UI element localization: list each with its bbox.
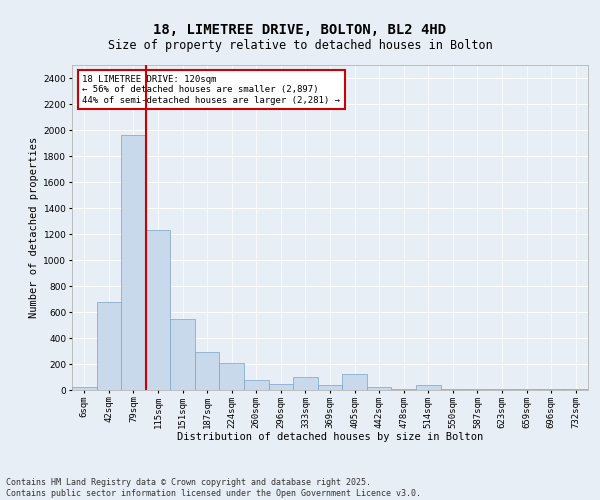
Bar xyxy=(72,388,97,390)
Bar xyxy=(293,377,318,390)
X-axis label: Distribution of detached houses by size in Bolton: Distribution of detached houses by size … xyxy=(177,432,483,442)
Bar xyxy=(97,302,121,390)
Bar xyxy=(146,230,170,390)
Text: Size of property relative to detached houses in Bolton: Size of property relative to detached ho… xyxy=(107,39,493,52)
Bar xyxy=(318,386,342,390)
Text: 18 LIMETREE DRIVE: 120sqm
← 56% of detached houses are smaller (2,897)
44% of se: 18 LIMETREE DRIVE: 120sqm ← 56% of detac… xyxy=(82,74,340,104)
Bar xyxy=(269,384,293,390)
Text: 18, LIMETREE DRIVE, BOLTON, BL2 4HD: 18, LIMETREE DRIVE, BOLTON, BL2 4HD xyxy=(154,22,446,36)
Bar xyxy=(367,387,391,390)
Bar xyxy=(416,385,440,390)
Text: Contains HM Land Registry data © Crown copyright and database right 2025.
Contai: Contains HM Land Registry data © Crown c… xyxy=(6,478,421,498)
Y-axis label: Number of detached properties: Number of detached properties xyxy=(29,137,39,318)
Bar xyxy=(170,318,195,390)
Bar xyxy=(121,135,146,390)
Bar xyxy=(244,380,269,390)
Bar xyxy=(342,374,367,390)
Bar xyxy=(391,388,416,390)
Bar xyxy=(195,352,220,390)
Bar xyxy=(220,364,244,390)
